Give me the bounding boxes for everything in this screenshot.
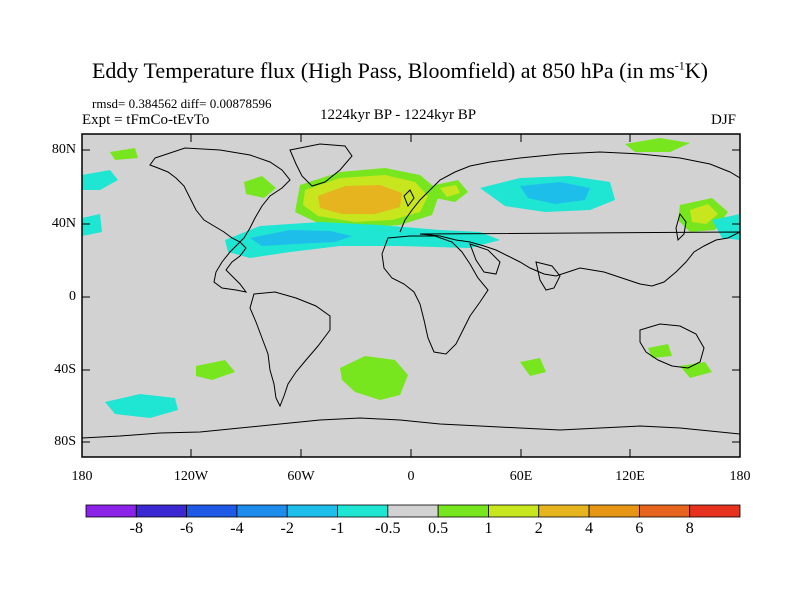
- lon-tick-label: 60W: [287, 469, 315, 484]
- colorbar-label: 8: [685, 520, 694, 537]
- anomaly-region-s-pacific-green: [196, 360, 235, 380]
- stats-line: rmsd= 0.384562 diff= 0.00878596: [92, 96, 272, 111]
- axis-ticks: [82, 134, 740, 457]
- anomaly-region-siberia-blue: [520, 182, 590, 204]
- anomaly-region-atlantic-blue: [250, 230, 352, 246]
- colorbar-label: 4: [585, 520, 594, 537]
- lon-tick-label: 0: [407, 469, 415, 484]
- colorbar-swatch: [638, 504, 691, 518]
- title-tail: K): [684, 58, 708, 83]
- lon-tick-label: 180: [71, 469, 93, 484]
- coastlines: [82, 143, 740, 439]
- anomaly-region-baffin-green: [244, 176, 276, 198]
- coastline-south-america: [249, 291, 331, 408]
- experiment-label: Expt = tFmCo-tEvTo: [82, 112, 210, 128]
- anomaly-region-s-atlantic-green: [340, 356, 408, 400]
- colorbar-swatch: [387, 504, 439, 518]
- anomaly-region-pacific-nw-cyan: [82, 170, 118, 190]
- colorbar-swatch: [135, 504, 188, 518]
- coastline-uk: [403, 189, 415, 208]
- coastline-india: [535, 261, 561, 291]
- lat-tick-label: 40N: [51, 216, 76, 231]
- coastline-japan: [675, 212, 687, 242]
- lon-tick-label: 120E: [615, 469, 645, 484]
- colorbar-swatch: [437, 504, 489, 518]
- lat-tick-label: 40S: [54, 362, 76, 377]
- anomaly-region-s-australia-green: [680, 362, 712, 378]
- anomaly-region-s-pacific-cyan: [105, 394, 178, 418]
- coastline-africa: [381, 235, 489, 355]
- anomaly-region-pacific-ne-yellow: [690, 204, 718, 224]
- coastline-antarctica: [82, 417, 740, 439]
- lon-tick-label: 180: [729, 469, 751, 484]
- colorbar-swatch: [588, 504, 640, 518]
- colorbar-swatch: [488, 504, 540, 518]
- colorbar-swatch: [85, 504, 137, 518]
- colorbar-swatch: [337, 504, 389, 518]
- anomaly-region-pacific-n-green: [110, 148, 138, 160]
- colorbar-label: 1: [484, 520, 493, 537]
- anomaly-region-australia-green: [648, 344, 672, 358]
- colorbar-label: 6: [635, 520, 644, 537]
- colorbar: [85, 504, 741, 518]
- lon-tick-label: 120W: [173, 469, 209, 484]
- colorbar-label: -8: [129, 520, 143, 537]
- anomaly-region-europe-yellow: [440, 185, 460, 197]
- lat-tick-label: 0: [69, 289, 76, 304]
- period-label: 1224kyr BP - 1224kyr BP: [320, 107, 477, 123]
- lon-tick-label: 60E: [509, 469, 533, 484]
- title-text: Eddy Temperature flux (High Pass, Bloomf…: [91, 58, 675, 83]
- colorbar-label: -4: [230, 520, 244, 537]
- coastline-australia: [639, 323, 705, 369]
- colorbar-label: -1: [330, 520, 345, 537]
- coastline-arabia: [469, 243, 501, 275]
- anomaly-region-pacific-nw-cyan-2: [82, 214, 102, 236]
- lat-tick-label: 80S: [54, 434, 76, 449]
- title-superscript: -1: [674, 58, 685, 73]
- anomaly-region-pacific-ne-cyan: [712, 214, 740, 240]
- coastline-eurasia: [399, 151, 740, 287]
- plot-title: Eddy Temperature flux (High Pass, Bloomf…: [0, 58, 800, 84]
- colorbar-label: -6: [179, 520, 194, 537]
- colorbar-swatch: [236, 504, 288, 518]
- coastline-greenland: [289, 143, 353, 187]
- anomaly-fields: [82, 138, 740, 418]
- lat-tick-label: 80N: [51, 142, 76, 157]
- colorbar-label: -2: [280, 520, 294, 537]
- colorbar-swatch: [689, 504, 741, 518]
- colorbar-label: 0.5: [428, 520, 449, 537]
- season-label: DJF: [711, 112, 737, 128]
- colorbar-label: -0.5: [375, 520, 401, 537]
- anomaly-region-n-atlantic-orange: [318, 185, 402, 214]
- anomaly-region-s-indian-green: [520, 358, 546, 376]
- colorbar-swatch: [286, 504, 338, 518]
- colorbar-swatch: [186, 504, 238, 518]
- anomaly-region-arctic-green: [625, 138, 690, 152]
- coastline-north-america: [149, 147, 291, 293]
- colorbar-swatch: [538, 504, 590, 518]
- colorbar-label: 2: [534, 520, 543, 537]
